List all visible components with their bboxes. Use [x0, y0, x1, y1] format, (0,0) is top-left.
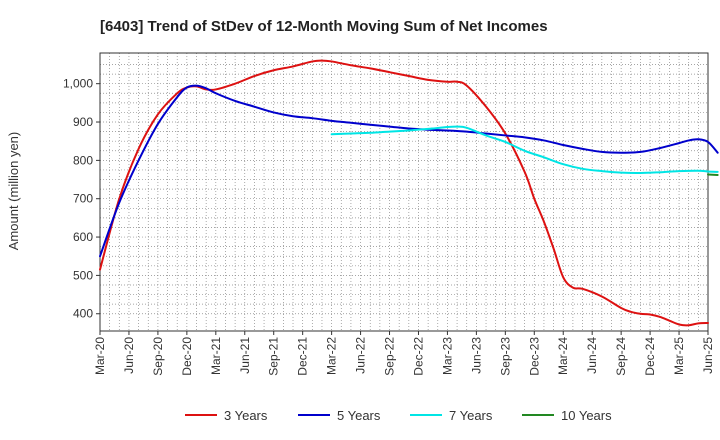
- x-tick-label: Dec-21: [296, 337, 310, 376]
- x-tick-label: Mar-22: [325, 337, 339, 375]
- x-tick-label: Mar-23: [440, 337, 454, 375]
- y-axis-ticks: 400 500 600 700 800 900 1,000: [63, 77, 100, 321]
- y-axis-label: Amount (million yen): [6, 132, 21, 251]
- y-tick-label: 800: [73, 153, 93, 167]
- x-tick-label: Mar-21: [209, 337, 223, 375]
- x-tick-label: Jun-21: [238, 337, 252, 374]
- legend-label-10-years: 10 Years: [561, 408, 612, 423]
- x-tick-label: Dec-22: [411, 337, 425, 376]
- plot-area: [99, 52, 709, 332]
- x-tick-label: Mar-25: [672, 337, 686, 375]
- legend-label-7-years: 7 Years: [449, 408, 493, 423]
- series-line-5-years: [99, 84, 719, 258]
- y-tick-label: 1,000: [63, 77, 93, 91]
- series-line-7-years: [330, 125, 719, 175]
- x-tick-label: Dec-20: [180, 337, 194, 376]
- x-tick-label: Jun-20: [122, 337, 136, 374]
- y-tick-label: 500: [73, 268, 93, 282]
- x-tick-label: Dec-23: [527, 337, 541, 376]
- chart-title: [6403] Trend of StDev of 12-Month Moving…: [100, 18, 548, 35]
- x-tick-label: Jun-24: [585, 337, 599, 374]
- grid-lines: [99, 53, 709, 331]
- x-tick-label: Jun-22: [354, 337, 368, 374]
- x-tick-label: Dec-24: [643, 337, 657, 376]
- y-tick-label: 700: [73, 192, 93, 206]
- y-tick-label: 600: [73, 230, 93, 244]
- x-tick-label: Sep-22: [383, 337, 397, 376]
- y-tick-label: 900: [73, 115, 93, 129]
- x-tick-label: Jun-25: [701, 337, 715, 374]
- x-tick-label: Mar-20: [93, 337, 107, 375]
- legend-label-5-years: 5 Years: [337, 408, 381, 423]
- x-axis-ticks: Mar-20 Jun-20 Sep-20 Dec-20 Mar-21 Jun-21 Sep-…: [93, 331, 715, 376]
- x-tick-label: Mar-24: [556, 337, 570, 375]
- x-tick-label: Sep-21: [267, 337, 281, 376]
- y-tick-label: 400: [73, 307, 93, 321]
- legend-label-3-years: 3 Years: [224, 408, 268, 423]
- legend: 3 Years 5 Years 7 Years 10 Years: [185, 408, 612, 423]
- x-tick-label: Jun-23: [469, 337, 483, 374]
- x-tick-label: Sep-23: [498, 337, 512, 376]
- series-line-3-years: [99, 59, 709, 327]
- x-tick-label: Sep-24: [614, 337, 628, 376]
- series-lines: [99, 59, 719, 327]
- x-tick-label: Sep-20: [151, 337, 165, 376]
